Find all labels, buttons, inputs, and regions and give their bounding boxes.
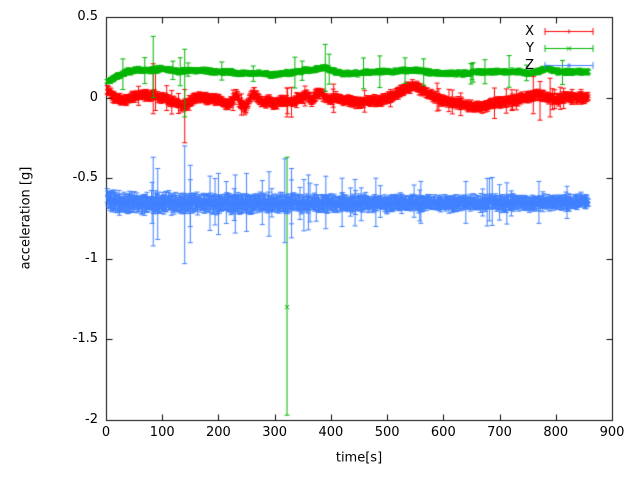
legend-entry: X	[525, 23, 597, 40]
y-tick-label: -1	[85, 250, 98, 266]
y-tick-label: 0	[89, 89, 98, 105]
x-tick-label: 800	[543, 425, 569, 440]
y-tick-label: -0.5	[72, 170, 98, 186]
legend-sample-line	[541, 42, 597, 55]
x-tick-label: 300	[262, 425, 288, 440]
x-tick-label: 900	[599, 425, 625, 440]
x-tick-label: 400	[318, 425, 344, 440]
x-tick-label: 600	[430, 425, 456, 440]
y-tick-label: -2	[85, 412, 98, 427]
legend-sample-line	[541, 25, 597, 38]
x-tick-label: 0	[101, 425, 111, 440]
y-axis-title: acceleration [g]	[18, 166, 34, 270]
x-tick-label: 500	[374, 425, 400, 440]
legend-entry-label: Y	[526, 41, 534, 56]
legend-entry: Y	[525, 40, 597, 57]
y-tick-label: 0.5	[77, 9, 98, 24]
legend-sample-line	[541, 59, 597, 72]
x-tick-label: 100	[149, 425, 175, 440]
y-tick-label: -1.5	[72, 331, 98, 347]
x-axis-title: time[s]	[335, 450, 383, 466]
legend-entry-label: X	[525, 24, 534, 39]
legend-entry-label: Z	[525, 58, 534, 73]
legend-entry: Z	[525, 57, 597, 74]
x-tick-label: 200	[206, 425, 231, 440]
x-tick-label: 700	[487, 425, 512, 440]
